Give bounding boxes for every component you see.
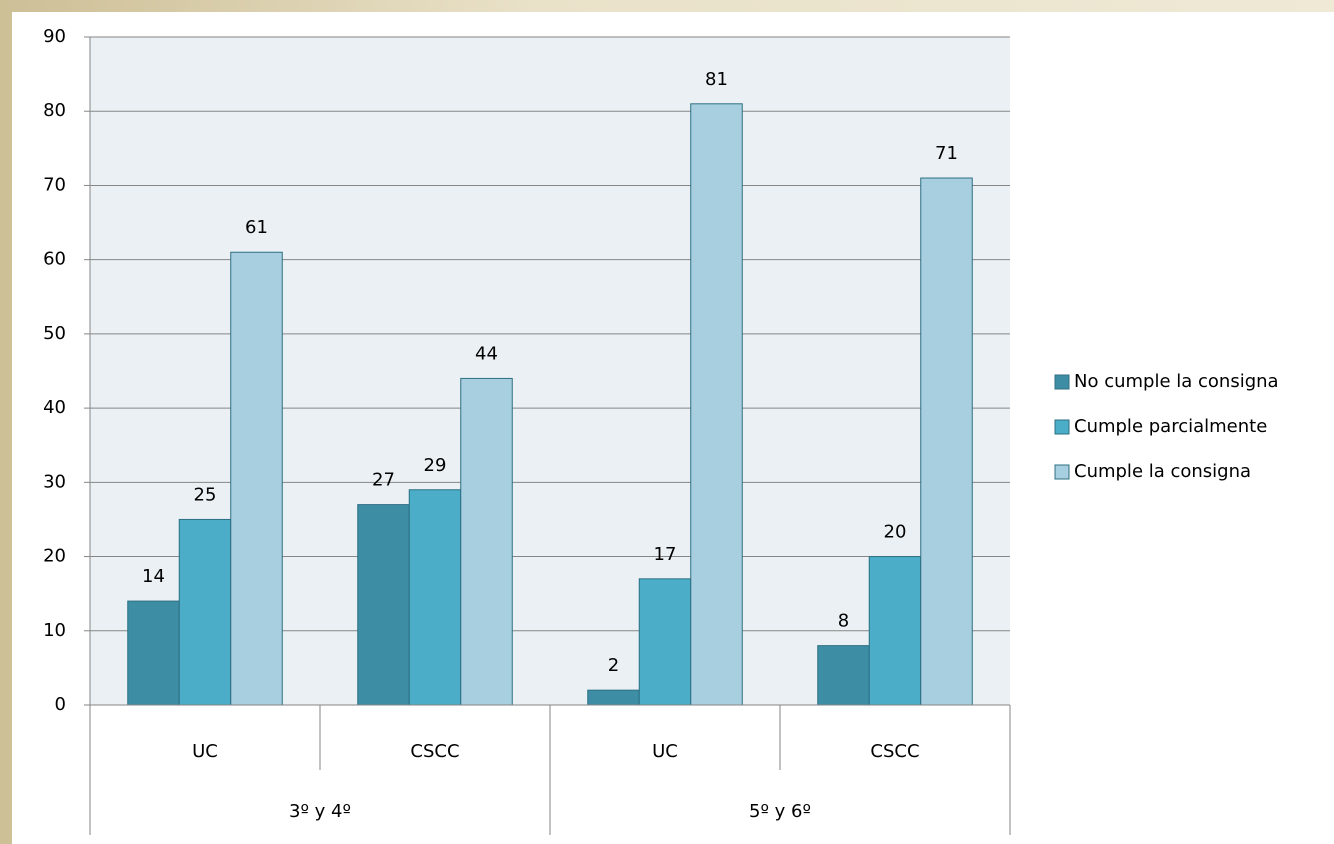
x-tick-label: CSCC <box>870 741 919 762</box>
bar <box>690 103 743 706</box>
bar <box>127 600 180 706</box>
data-label: 20 <box>884 522 907 543</box>
bar <box>178 518 232 706</box>
legend-swatch <box>1054 419 1070 435</box>
y-tick-label: 40 <box>43 397 66 418</box>
x-tick-label: UC <box>192 741 218 762</box>
bar <box>408 489 462 706</box>
bar <box>868 556 922 706</box>
bar <box>357 504 410 706</box>
data-label: 29 <box>424 455 447 476</box>
bar <box>638 578 692 706</box>
data-label: 27 <box>372 470 395 491</box>
bar <box>920 177 973 706</box>
y-tick-label: 30 <box>43 471 66 492</box>
legend-swatch <box>1054 464 1070 480</box>
data-label: 14 <box>142 566 165 587</box>
y-tick-label: 70 <box>43 174 66 195</box>
y-tick-label: 50 <box>43 323 66 344</box>
legend-label: Cumple parcialmente <box>1074 416 1267 437</box>
bar <box>460 377 513 706</box>
group-label: 3º y 4º <box>289 801 351 822</box>
y-tick-label: 90 <box>43 26 66 47</box>
data-label: 25 <box>194 484 217 505</box>
group-label: 5º y 6º <box>749 801 811 822</box>
data-label: 8 <box>838 611 849 632</box>
bar <box>230 251 283 706</box>
legend-label: Cumple la consigna <box>1074 461 1251 482</box>
data-label: 61 <box>245 217 268 238</box>
data-label: 2 <box>608 655 619 676</box>
y-tick-label: 10 <box>43 620 66 641</box>
data-label: 71 <box>935 143 958 164</box>
data-label: 44 <box>475 343 498 364</box>
data-label: 17 <box>654 544 677 565</box>
y-tick-label: 60 <box>43 249 66 270</box>
y-tick-label: 20 <box>43 546 66 567</box>
legend-label: No cumple la consigna <box>1074 371 1279 392</box>
x-tick-label: UC <box>652 741 678 762</box>
bar <box>587 689 640 706</box>
y-tick-label: 80 <box>43 100 66 121</box>
y-tick-label: 0 <box>55 694 66 715</box>
data-label: 81 <box>705 69 728 90</box>
x-tick-label: CSCC <box>410 741 459 762</box>
bar <box>817 645 870 706</box>
legend-swatch <box>1054 374 1070 390</box>
